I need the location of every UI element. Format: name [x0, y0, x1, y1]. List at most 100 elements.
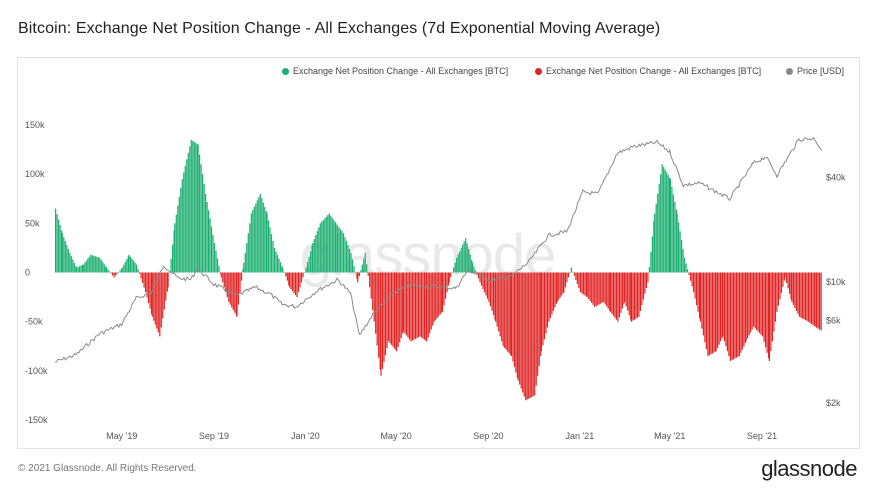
net-position-bar	[239, 272, 241, 293]
net-position-bar	[747, 272, 749, 339]
net-position-bar	[534, 272, 536, 396]
net-position-bar	[378, 272, 380, 358]
net-position-bar	[612, 272, 614, 316]
net-position-bar	[288, 272, 291, 288]
net-position-bar	[779, 272, 781, 300]
net-position-bar	[328, 213, 330, 273]
legend-item-green[interactable]: Exchange Net Position Change - All Excha…	[282, 66, 508, 76]
net-position-bar	[496, 272, 498, 327]
net-position-bar	[454, 262, 456, 273]
net-position-bar	[489, 272, 492, 307]
net-position-bar	[650, 251, 652, 273]
net-position-bar	[572, 271, 574, 273]
net-position-bar	[222, 272, 224, 283]
net-position-bar	[290, 272, 292, 290]
net-position-bar	[390, 272, 393, 345]
net-position-bar	[480, 272, 483, 286]
net-position-bar	[106, 267, 108, 273]
net-position-bar	[200, 164, 202, 273]
net-position-bar	[61, 233, 63, 273]
net-position-bar	[306, 262, 309, 273]
net-position-bar	[471, 259, 473, 273]
net-position-bar	[234, 272, 236, 313]
net-position-bar	[768, 272, 770, 359]
net-position-bar	[312, 243, 314, 273]
net-position-bar	[479, 272, 481, 283]
net-position-bar	[142, 272, 144, 283]
net-position-bar	[105, 266, 107, 273]
net-position-bar	[344, 237, 346, 273]
net-position-bar	[366, 264, 368, 273]
net-position-bar	[494, 272, 496, 320]
y-left-tick-label: 100k	[25, 169, 45, 179]
net-position-bar	[627, 272, 629, 311]
net-position-bar	[302, 272, 304, 278]
legend-item-price[interactable]: Price [USD]	[786, 66, 844, 76]
net-position-bar	[380, 272, 382, 376]
x-tick-label: Jan '21	[565, 431, 594, 441]
net-position-bar	[410, 272, 412, 342]
net-position-bar	[816, 272, 818, 328]
net-position-bar	[225, 272, 227, 293]
net-position-bar	[156, 272, 158, 329]
net-position-bar	[195, 143, 197, 273]
net-position-bar	[354, 272, 357, 273]
net-position-bar	[305, 267, 307, 273]
x-tick-label: Jan '20	[291, 431, 320, 441]
net-position-bar	[411, 272, 414, 341]
net-position-bar	[666, 172, 668, 273]
net-position-bar	[82, 265, 84, 273]
net-position-bar	[335, 223, 337, 273]
net-position-bar	[803, 272, 805, 320]
net-position-bar	[774, 272, 776, 322]
net-position-bar	[697, 272, 699, 312]
net-position-bar	[786, 272, 788, 283]
net-position-bar	[471, 262, 474, 273]
net-position-bar	[630, 272, 632, 322]
net-position-bar	[538, 272, 540, 366]
net-position-bar	[269, 227, 271, 273]
net-position-bar	[714, 272, 716, 352]
y-right-tick-label: $6k	[826, 315, 841, 325]
net-position-bar	[531, 272, 533, 398]
net-position-bar	[740, 272, 742, 353]
net-position-bar	[682, 248, 684, 273]
net-position-bar	[657, 193, 659, 273]
net-position-bar	[715, 272, 717, 352]
net-position-bar	[118, 272, 120, 273]
net-position-bar	[318, 227, 320, 273]
net-position-bar	[247, 233, 249, 273]
net-position-bar	[488, 272, 490, 302]
net-position-bar	[203, 184, 205, 273]
net-position-bar	[404, 272, 406, 334]
net-position-bar	[322, 220, 324, 273]
net-position-bar	[294, 272, 297, 296]
net-position-bar	[436, 272, 438, 319]
y-right-tick-label: $10k	[826, 277, 846, 287]
net-position-bar	[427, 272, 429, 338]
net-position-bar	[723, 272, 725, 342]
net-position-bar	[558, 272, 560, 300]
axes: 150k 100k 50k 0 -50k -100k -150k $40k $10k $6k $2k…	[25, 120, 846, 441]
y-left-tick-label: -50k	[25, 317, 43, 327]
net-position-bar	[679, 231, 681, 273]
net-position-bar	[342, 233, 345, 273]
net-position-bar	[681, 240, 683, 273]
net-position-bar	[717, 272, 719, 348]
net-position-bar	[441, 272, 443, 313]
net-position-bar	[477, 272, 480, 279]
net-position-bar	[123, 264, 125, 273]
net-position-bar	[183, 172, 185, 273]
net-position-bar	[395, 272, 397, 351]
net-position-bar	[82, 264, 84, 273]
net-position-bar	[286, 272, 288, 281]
net-position-bar	[784, 272, 786, 278]
net-position-bar	[754, 272, 756, 329]
net-position-bar	[628, 272, 630, 316]
net-position-bar	[711, 272, 713, 354]
net-position-bar	[319, 223, 321, 273]
net-position-bar	[462, 244, 464, 273]
legend-item-red[interactable]: Exchange Net Position Change - All Excha…	[535, 66, 761, 76]
net-position-bar	[501, 272, 503, 342]
net-position-bar	[84, 262, 86, 273]
